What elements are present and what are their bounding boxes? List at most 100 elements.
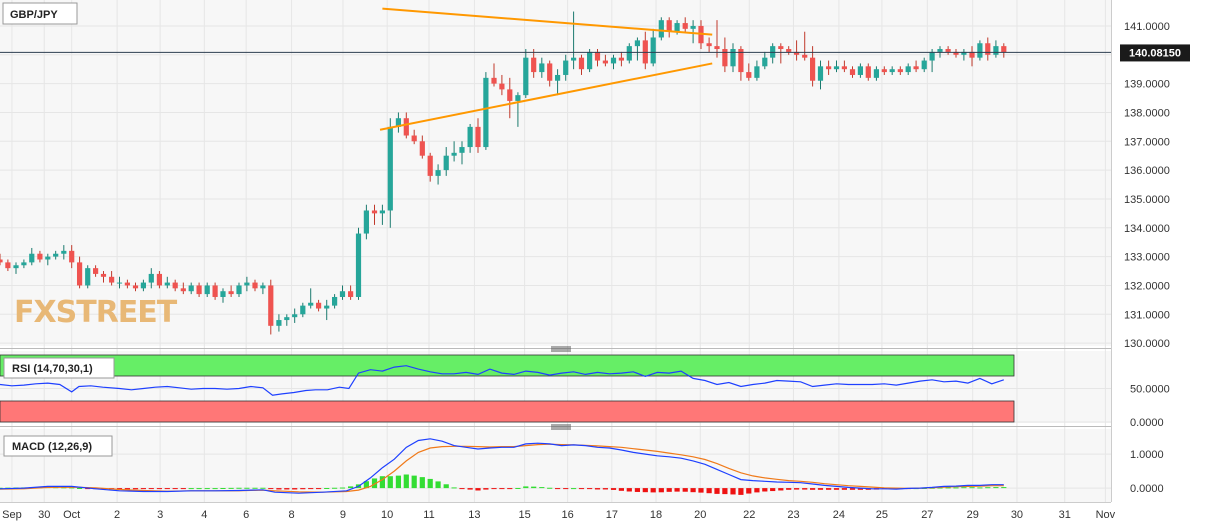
trendline-resistance [382, 7, 713, 36]
candle [666, 17, 672, 38]
macd-histogram-bar [69, 487, 75, 489]
y-tick-label: 138.0000 [1124, 107, 1170, 119]
macd-histogram-bar [61, 487, 67, 489]
candle [37, 250, 43, 263]
candle [395, 112, 402, 133]
x-tick-label: 18 [650, 509, 662, 521]
candle [873, 66, 880, 81]
macd-histogram-bar [754, 488, 760, 493]
macd-line [0, 438, 1004, 494]
y-tick-label: 130.0000 [1124, 338, 1170, 350]
x-axis: Sep 30 Oct 2 3 4 6 8 9 10 11 13 15 16 17 18 20 22 23 24 25 27… [2, 509, 1115, 521]
candle [260, 282, 266, 295]
candle [826, 60, 832, 75]
macd-histogram-bar [196, 488, 202, 490]
candle [228, 285, 234, 297]
macd-histogram-bar [587, 488, 593, 490]
macd-histogram-bar [76, 487, 83, 489]
macd-histogram-bar [937, 487, 943, 489]
macd-histogram-bar [594, 488, 601, 490]
macd-histogram-bar [499, 488, 505, 490]
candle [435, 164, 441, 185]
candle [5, 259, 11, 272]
candle [531, 49, 537, 78]
macd-histogram-bar [539, 487, 545, 489]
candle [379, 204, 385, 225]
macd-histogram-bar [475, 488, 481, 491]
macd-histogram-bar [483, 488, 489, 490]
price-tag: 140.08150 [1120, 44, 1190, 62]
macd-histogram-bar [531, 486, 537, 489]
candle [730, 43, 736, 73]
candle [419, 135, 425, 159]
macd-histogram-bar [467, 488, 473, 490]
macd-histogram-bar [810, 488, 816, 490]
macd-histogram-bar [443, 484, 449, 489]
macd-histogram-bar [817, 488, 824, 490]
rsi-label[interactable]: RSI (14,70,30,1) [3, 357, 115, 379]
macd-label[interactable]: MACD (12,26,9) [3, 435, 113, 457]
macd-histogram-bar [140, 488, 146, 490]
macd-histogram-bar [554, 488, 561, 490]
y-tick-label: 134.0000 [1124, 223, 1170, 235]
candle [937, 46, 943, 58]
candle [45, 253, 51, 266]
candle [754, 60, 760, 81]
macd-histogram-bar [802, 488, 808, 490]
candle [762, 51, 768, 70]
candle [706, 37, 712, 52]
candle [977, 40, 983, 61]
macd-histogram-bar [395, 475, 402, 489]
macd-histogram-bar [172, 488, 178, 490]
candle [499, 74, 505, 96]
x-tick-label: Sep [2, 509, 22, 521]
macd-histogram-bar [833, 488, 840, 490]
macd-histogram-bar [348, 486, 354, 489]
rsi-pane-resize-handle[interactable] [551, 346, 571, 352]
macd-histogram-bar [563, 488, 569, 490]
macd-histogram-bar [849, 488, 856, 490]
candle [124, 279, 130, 289]
candle [475, 118, 481, 153]
macd-histogram-bar [244, 487, 250, 489]
macd-histogram-bar [985, 487, 991, 489]
macd-histogram-bar [252, 487, 258, 489]
trendline-support [379, 62, 713, 131]
candle [69, 245, 75, 269]
macd-histogram-bar [124, 488, 130, 490]
macd-tick-label: 0.0000 [1130, 483, 1164, 495]
candle [778, 43, 784, 64]
candle [714, 20, 720, 58]
candle [332, 294, 338, 309]
candle [889, 66, 895, 75]
macd-pane-resize-handle[interactable] [551, 424, 571, 430]
macd-histogram-bar [228, 487, 234, 489]
macd-histogram-bar [738, 488, 744, 495]
candle [411, 129, 417, 145]
candle [610, 54, 617, 70]
candle [865, 63, 871, 81]
candle [491, 63, 497, 87]
candle [355, 227, 362, 300]
fxstreet-watermark: FXSTREET [14, 295, 178, 330]
macd-histogram-bar [315, 488, 322, 490]
symbol-label[interactable]: GBP/JPY [2, 2, 78, 25]
candle [268, 279, 274, 335]
x-tick-label: 30 [38, 509, 50, 521]
candle [993, 40, 999, 58]
candle [339, 285, 346, 300]
rsi-overbought-zone [0, 354, 1015, 377]
macd-histogram-bar [156, 488, 163, 490]
macd-histogram-bar [515, 487, 521, 489]
candle [594, 49, 601, 67]
candle [539, 57, 545, 78]
candle [554, 69, 561, 96]
candle [348, 285, 354, 300]
candle [252, 279, 258, 292]
candle [945, 46, 951, 55]
candle [802, 31, 808, 61]
candle [93, 265, 99, 277]
macd-histogram-bar [969, 487, 975, 489]
